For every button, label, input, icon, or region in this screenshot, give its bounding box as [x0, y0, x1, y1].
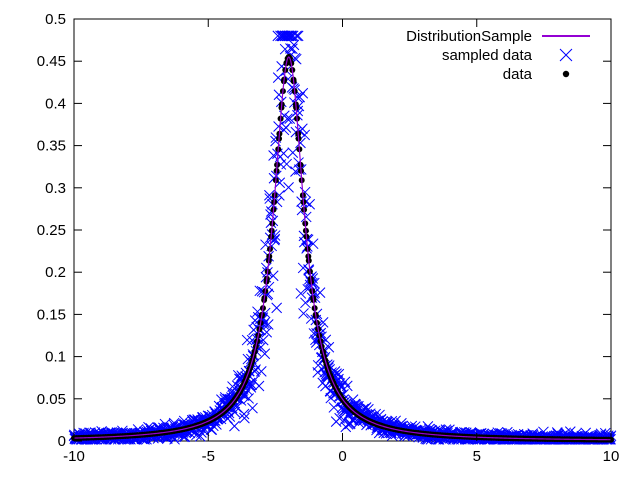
legend-label-distribution-sample: DistributionSample	[406, 28, 532, 45]
x-tick-label: -10	[63, 448, 85, 465]
y-tick-label: 0.35	[37, 138, 66, 155]
sampled-data-point	[271, 302, 283, 314]
legend: DistributionSample sampled data data	[406, 28, 590, 83]
axes: 0 0.05 0.1 0.15 0.2 0.25 0.3 0.35 0.4 0.45 0.5 -10 -…	[37, 11, 620, 465]
legend-label-data: data	[503, 66, 533, 83]
sampled-data-point	[264, 189, 275, 201]
y-tick-label: 0.25	[37, 222, 66, 239]
sampled-data-point	[328, 402, 340, 413]
sampled-data-point	[287, 43, 298, 55]
legend-cross-mark	[559, 48, 573, 62]
y-tick-label: 0.4	[45, 95, 66, 112]
y-tick-label: 0	[58, 433, 66, 450]
x-tick-label: 5	[473, 448, 481, 465]
sampled-data-point	[304, 198, 316, 210]
y-tick-label: 0.15	[37, 306, 66, 323]
sampled-data-point	[300, 211, 312, 223]
sampled-data-point	[298, 308, 309, 319]
sampled-data-point	[191, 429, 202, 441]
x-tick-label: 10	[603, 448, 620, 465]
sampled-data-point	[273, 121, 284, 132]
sampled-data-point	[292, 30, 304, 42]
series-data	[71, 53, 614, 443]
sampled-data-point	[241, 334, 253, 346]
sampled-data-point	[229, 420, 240, 432]
sampled-data-point	[247, 402, 258, 414]
y-tick-label: 0.45	[37, 53, 66, 70]
sampled-data-point	[255, 366, 267, 377]
sampled-data-point	[262, 319, 274, 330]
sampled-data-point	[239, 412, 250, 424]
sampled-data-point	[274, 190, 285, 201]
sampled-data-point	[288, 39, 300, 51]
x-tick-label: -5	[202, 448, 215, 465]
sampled-data-point	[295, 288, 307, 299]
sampled-data-point	[290, 166, 301, 177]
sampled-data-point	[254, 285, 266, 297]
sampled-data-point	[259, 348, 271, 360]
sampled-data-point	[281, 158, 293, 170]
sampled-data-point	[341, 380, 353, 392]
sampled-data-point	[194, 431, 206, 442]
sampled-data-point	[282, 113, 293, 125]
y-tick-label: 0.05	[37, 391, 66, 408]
sampled-data-point	[238, 408, 250, 420]
y-tick-label: 0.3	[45, 180, 66, 197]
y-tick-label: 0.5	[45, 11, 66, 28]
sampled-data-point	[297, 87, 309, 99]
legend-swatch-dot	[562, 70, 570, 78]
legend-label-sampled-data: sampled data	[442, 47, 533, 64]
sampled-data-point	[291, 30, 302, 42]
x-tick-label: 0	[338, 448, 346, 465]
legend-swatch-cross	[559, 48, 573, 62]
sampled-data-point	[280, 122, 292, 133]
distribution-sample-line	[73, 56, 612, 441]
sampled-data-point	[287, 30, 299, 42]
series-distribution-sample	[73, 56, 612, 441]
sampled-data-point	[283, 182, 294, 193]
sampled-data-point	[282, 30, 294, 42]
sampled-data-point	[253, 380, 265, 392]
sampled-data-point	[314, 287, 326, 298]
sampled-data-point	[287, 147, 299, 158]
sampled-data-point	[317, 317, 329, 328]
sampled-data-point	[333, 368, 345, 380]
sampled-data-point	[300, 297, 311, 309]
series-sampled-data	[68, 30, 617, 445]
y-tick-label: 0.2	[45, 264, 66, 281]
y-tick-label: 0.1	[45, 349, 66, 366]
sampled-data-point	[243, 393, 255, 404]
